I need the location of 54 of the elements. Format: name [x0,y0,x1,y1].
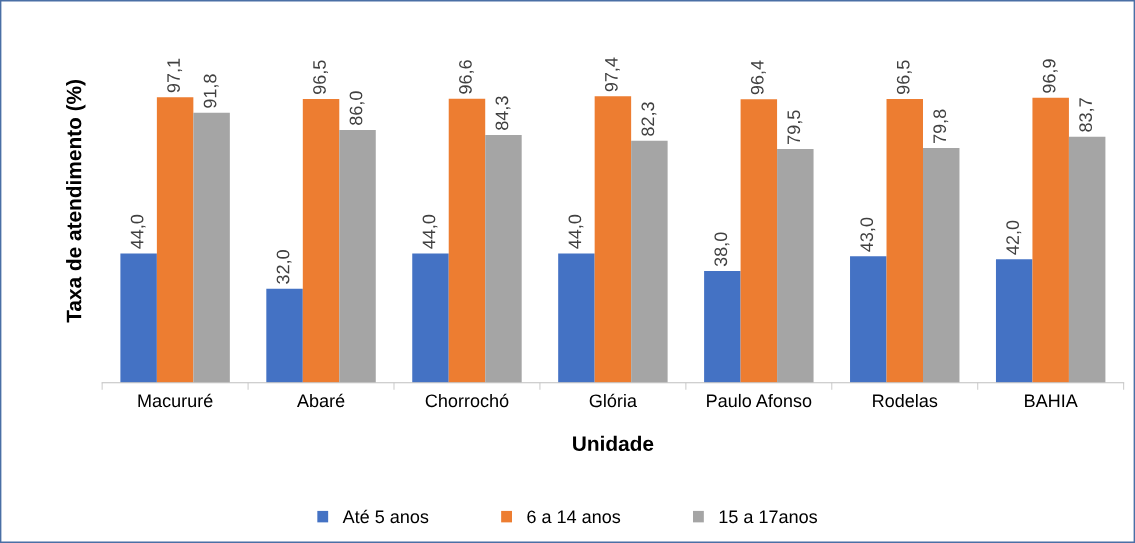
bar [302,99,340,383]
bar [594,96,632,383]
data-label: 86,0 [349,91,365,125]
bar [193,112,230,383]
data-label: 97,4 [604,57,620,92]
data-label: 82,3 [641,102,657,136]
data-label: 96,5 [313,60,329,94]
data-label: 83,7 [1079,98,1095,132]
data-label: 96,5 [896,60,912,94]
bar [1068,136,1106,383]
bar [266,288,303,383]
bar [1032,97,1069,383]
data-label: 44,0 [130,214,146,249]
x-tick-label: Chorrochó [425,393,509,408]
data-label: 91,8 [203,74,219,108]
data-label: 84,3 [495,96,511,130]
x-axis-title: Unidade [573,435,654,452]
bar [412,253,449,383]
bar [995,259,1033,383]
bar [886,99,923,383]
bar [704,271,741,383]
legend-label: 15 a 17anos [719,510,818,524]
bar [156,97,194,383]
data-label: 96,9 [1042,59,1058,93]
data-label: 44,0 [568,214,584,249]
bar [631,140,668,383]
x-tick-label: Glória [589,393,637,408]
data-label: 96,6 [459,60,474,94]
bar [120,253,157,383]
bar [558,253,595,383]
x-tick-label: Macururé [138,393,213,408]
data-label: 42,0 [1006,220,1022,255]
data-label: 38,0 [714,232,730,267]
bar [448,98,486,383]
bar [740,99,778,383]
data-label: 44,0 [422,214,438,249]
bar [339,129,376,383]
bar [485,134,522,383]
x-tick-label: Rodelas [873,393,938,408]
legend-label: 6 a 14 anos [527,510,621,524]
data-label: 97,1 [167,58,183,93]
bar [923,148,960,383]
x-tick-label: BAHIA [1025,394,1078,408]
data-label: 32,0 [276,250,292,284]
x-tick-label: Abaré [296,393,345,408]
bar [777,149,814,383]
data-label: 79,8 [933,109,949,144]
data-label: 96,4 [750,60,766,95]
data-label: 79,5 [787,110,803,144]
bar [850,256,887,383]
x-tick-label: Paulo Afonso [707,393,812,408]
legend-label: Até 5 anos [342,509,429,524]
y-axis-title: Taxa de atendimento (%) [66,80,86,323]
data-label: 43,0 [860,217,876,252]
